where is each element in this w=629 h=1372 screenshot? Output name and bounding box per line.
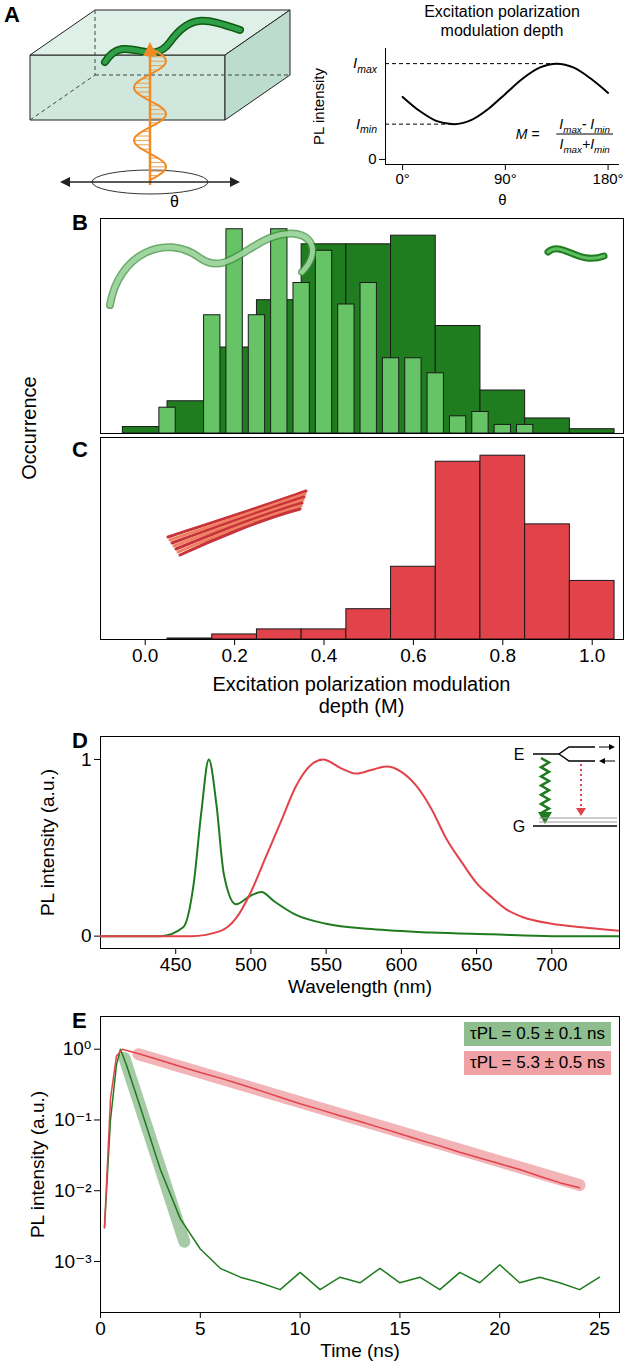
svg-text:0.2: 0.2 [221, 645, 247, 666]
svg-text:Imax- Imin: Imax- Imin [559, 116, 610, 135]
svg-text:1.0: 1.0 [579, 645, 605, 666]
svg-text:Imax: Imax [353, 54, 378, 75]
svg-text:Imax+Imin: Imax+Imin [560, 136, 610, 155]
svg-text:0: 0 [81, 925, 92, 946]
svg-text:0: 0 [368, 150, 376, 167]
svg-text:10⁻³: 10⁻³ [54, 1251, 92, 1272]
html-text:D: D [72, 728, 88, 753]
svg-text:10⁰: 10⁰ [63, 1038, 92, 1059]
svg-text:G: G [513, 818, 525, 835]
svg-text:10: 10 [290, 1318, 311, 1339]
svg-text:5: 5 [195, 1318, 206, 1339]
svg-text:180°: 180° [593, 170, 624, 187]
svg-text:PL intensity: PL intensity [310, 68, 327, 145]
html-text:B: B [72, 210, 88, 235]
svg-text:25: 25 [589, 1318, 610, 1339]
svg-text:90°: 90° [494, 170, 517, 187]
svg-text:PL intensity (a.u.): PL intensity (a.u.) [27, 1091, 48, 1238]
html-text:τPL = 5.3 ± 0.5 ns: τPL = 5.3 ± 0.5 ns [470, 1053, 605, 1072]
svg-text:0.0: 0.0 [132, 645, 158, 666]
svg-text:θ: θ [498, 191, 506, 208]
svg-text:20: 20 [489, 1318, 510, 1339]
svg-text:E: E [514, 746, 525, 763]
svg-text:550: 550 [310, 954, 342, 975]
svg-text:450: 450 [160, 954, 192, 975]
svg-text:15: 15 [389, 1318, 410, 1339]
html-text:τPL = 0.5 ± 0.1 ns: τPL = 0.5 ± 0.1 ns [470, 1024, 605, 1043]
svg-text:0: 0 [95, 1318, 106, 1339]
svg-text:Occurrence: Occurrence [18, 376, 40, 479]
svg-text:500: 500 [235, 954, 267, 975]
svg-text:600: 600 [386, 954, 418, 975]
svg-text:1: 1 [80, 748, 92, 770]
html-text:C: C [72, 437, 88, 462]
svg-text:θ: θ [170, 193, 179, 210]
html-text:Excitation polarization modula: Excitation polarization modulation depth [424, 3, 580, 39]
svg-text:PL intensity (a.u.): PL intensity (a.u.) [37, 769, 58, 916]
svg-text:0.4: 0.4 [311, 645, 338, 666]
svg-text:10⁻²: 10⁻² [54, 1180, 92, 1201]
html-text:Excitation polarization modula: Excitation polarization modulation depth… [212, 673, 511, 717]
svg-text:650: 650 [461, 954, 493, 975]
svg-text:700: 700 [536, 954, 568, 975]
svg-text:Wavelength (nm): Wavelength (nm) [288, 976, 432, 997]
svg-text:0.8: 0.8 [490, 645, 516, 666]
html-text:A: A [4, 2, 20, 27]
svg-text:10⁻¹: 10⁻¹ [54, 1109, 92, 1130]
html-text:E: E [72, 1008, 87, 1033]
svg-text:Time (ns): Time (ns) [320, 1340, 400, 1361]
svg-text:Imin: Imin [356, 115, 377, 136]
svg-text:M =: M = [516, 126, 540, 142]
svg-text:0.6: 0.6 [400, 645, 426, 666]
svg-text:0°: 0° [395, 170, 409, 187]
